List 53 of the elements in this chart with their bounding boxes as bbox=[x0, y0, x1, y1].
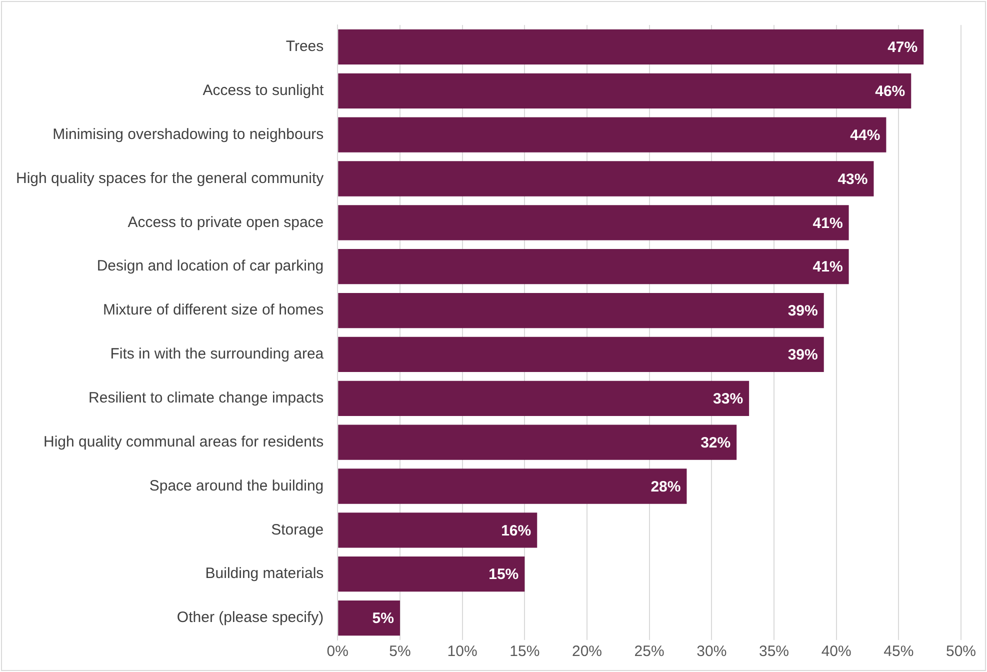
x-tick-label: 50% bbox=[946, 643, 976, 660]
y-tick-label: Building materials bbox=[205, 565, 324, 582]
bar bbox=[338, 468, 687, 504]
bar bbox=[338, 600, 400, 636]
bar bbox=[338, 161, 874, 196]
bar bbox=[338, 205, 849, 240]
bar bbox=[338, 336, 824, 372]
bar bbox=[338, 249, 849, 284]
y-tick-label: Fits in with the surrounding area bbox=[110, 346, 324, 363]
y-tick-label: Storage bbox=[271, 521, 324, 538]
y-tick-label: Mixture of different size of homes bbox=[102, 302, 324, 319]
y-tick-label: Other (please specify) bbox=[176, 609, 324, 626]
data-label: 5% bbox=[372, 610, 394, 628]
x-tick-label: 40% bbox=[821, 643, 852, 660]
data-label: 15% bbox=[488, 566, 519, 584]
data-label: 32% bbox=[700, 434, 731, 452]
y-tick-label: High quality spaces for the general community bbox=[16, 170, 324, 187]
x-tick-label: 30% bbox=[696, 643, 727, 660]
bar bbox=[338, 29, 924, 65]
data-label: 47% bbox=[888, 39, 918, 56]
bar bbox=[338, 424, 737, 460]
data-label: 28% bbox=[650, 478, 681, 496]
x-tick-label: 15% bbox=[510, 643, 540, 660]
y-tick-label: Trees bbox=[286, 38, 324, 56]
bar bbox=[338, 292, 824, 328]
data-label: 41% bbox=[812, 214, 843, 232]
x-tick-label: 5% bbox=[389, 643, 411, 660]
y-tick-label: High quality communal areas for residents bbox=[44, 433, 324, 450]
data-label: 39% bbox=[788, 302, 818, 320]
x-tick-label: 45% bbox=[884, 643, 914, 660]
x-tick-label: 35% bbox=[758, 643, 790, 660]
bar bbox=[338, 380, 750, 416]
data-label: 44% bbox=[850, 126, 880, 144]
y-tick-label: Design and location of car parking bbox=[96, 258, 324, 275]
y-tick-label: Access to private open space bbox=[128, 214, 324, 231]
y-tick-label: Access to sunlight bbox=[202, 82, 324, 100]
bar bbox=[338, 512, 538, 548]
x-tick-label: 25% bbox=[634, 643, 664, 660]
data-label: 43% bbox=[838, 170, 868, 188]
bar bbox=[338, 556, 525, 592]
x-tick-label: 0% bbox=[326, 643, 348, 660]
data-label: 33% bbox=[713, 390, 744, 408]
y-tick-label: Resilient to climate change impacts bbox=[88, 390, 324, 407]
y-tick-label: Space around the building bbox=[149, 477, 324, 494]
data-label: 46% bbox=[875, 83, 906, 100]
data-label: 41% bbox=[812, 258, 843, 276]
x-tick-label: 10% bbox=[447, 643, 478, 660]
y-tick-label: Minimising overshadowing to neighbours bbox=[52, 126, 324, 143]
bar bbox=[338, 117, 886, 152]
data-label: 16% bbox=[501, 522, 532, 540]
x-tick-label: 20% bbox=[572, 643, 602, 660]
bar bbox=[338, 73, 912, 108]
data-label: 39% bbox=[788, 346, 818, 364]
